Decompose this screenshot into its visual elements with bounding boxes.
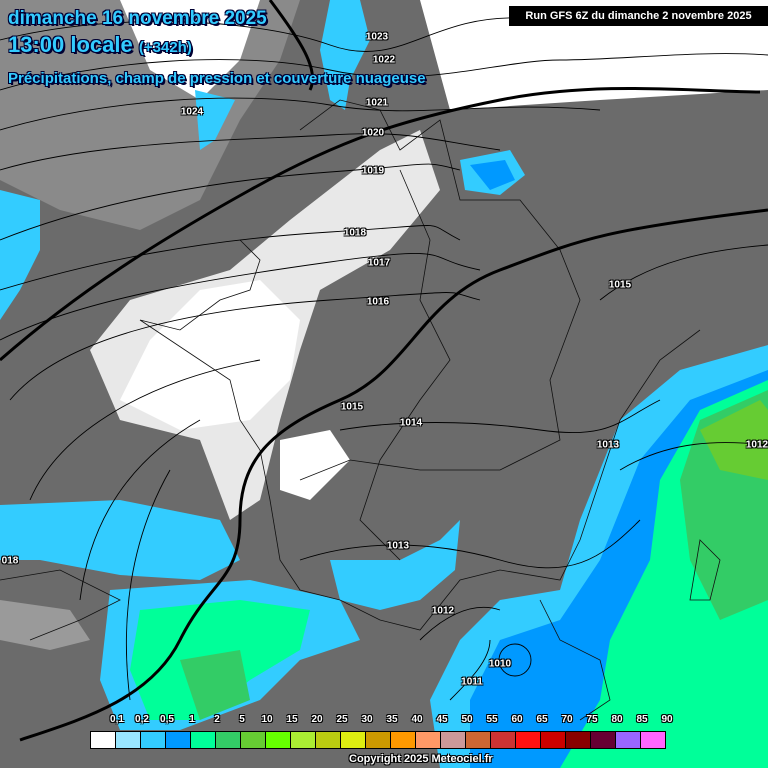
- legend-swatch: [491, 732, 516, 748]
- legend-swatch: [191, 732, 216, 748]
- legend-tick-label: 90: [661, 714, 673, 725]
- legend-tick-label: 30: [361, 714, 373, 725]
- legend-swatch: [416, 732, 441, 748]
- model-run-label: Run GFS 6Z du dimanche 2 novembre 2025: [509, 6, 768, 26]
- legend-tick-label: 85: [636, 714, 648, 725]
- isobar-label: 1014: [399, 417, 423, 429]
- legend-swatch: [291, 732, 316, 748]
- legend-swatch: [591, 732, 616, 748]
- legend-tick-label: 1: [189, 714, 195, 725]
- legend-tick-label: 10: [261, 714, 273, 725]
- legend-tick-label: 70: [561, 714, 573, 725]
- legend-tick-label: 2: [214, 714, 220, 725]
- legend-tick-label: 50: [461, 714, 473, 725]
- legend-tick-label: 25: [336, 714, 348, 725]
- copyright: Copyright 2025 Meteociel.fr: [349, 753, 493, 765]
- isobar-label: 1017: [367, 257, 391, 269]
- legend-tick-label: 35: [386, 714, 398, 725]
- legend-swatch: [516, 732, 541, 748]
- thick-isobars: [0, 0, 768, 742]
- legend-tick-label: 0,5: [160, 714, 174, 725]
- legend-swatch: [566, 732, 591, 748]
- legend-swatch: [541, 732, 566, 748]
- coastlines-borders: [0, 99, 721, 721]
- legend-tick-label: 80: [611, 714, 623, 725]
- isobar-label: 1024: [180, 106, 204, 118]
- legend-tick-label: 20: [311, 714, 323, 725]
- isobar-label: 1011: [461, 676, 483, 688]
- legend-swatch: [266, 732, 291, 748]
- map-subtitle: Précipitations, champ de pression et cou…: [8, 70, 426, 87]
- legend-tick-label: 55: [486, 714, 498, 725]
- legend-swatch: [341, 732, 366, 748]
- legend-tick-label: 0,2: [135, 714, 149, 725]
- legend-swatch: [441, 732, 466, 748]
- forecast-time: 13:00 locale (+342h): [8, 32, 192, 58]
- legend-tick-label: 5: [239, 714, 245, 725]
- isobar-label: 1016: [366, 296, 390, 308]
- legend-swatch: [91, 732, 116, 748]
- legend-swatch: [641, 732, 665, 748]
- isobar-label: 1020: [361, 127, 385, 139]
- isobar-label: 1012: [745, 439, 768, 451]
- legend-tick-label: 75: [586, 714, 598, 725]
- isobar-label: 1013: [386, 540, 410, 552]
- isobar-label: 1018: [343, 227, 367, 239]
- isobar-label: 1023: [365, 31, 389, 43]
- isobar-label: 1015: [340, 401, 364, 413]
- isobar-label: 018: [1, 555, 19, 567]
- isobar-label: 1013: [596, 439, 620, 451]
- local-time: 13:00 locale: [8, 32, 133, 57]
- legend-swatch: [616, 732, 641, 748]
- legend-swatch: [241, 732, 266, 748]
- cloud-cover-gradient: [0, 0, 768, 650]
- isobar-label: 1012: [431, 605, 455, 617]
- legend-tick-label: 60: [511, 714, 523, 725]
- legend-swatch: [166, 732, 191, 748]
- legend-swatch: [316, 732, 341, 748]
- legend-tick-label: 40: [411, 714, 423, 725]
- isobar-label: 1019: [361, 165, 385, 177]
- legend-tick-label: 0,1: [110, 714, 124, 725]
- precipitation-legend: [90, 731, 666, 749]
- legend-tick-label: 45: [436, 714, 448, 725]
- isobar-label: 1021: [365, 97, 389, 109]
- legend-tick-label: 15: [286, 714, 298, 725]
- forecast-date: dimanche 16 novembre 2025: [8, 8, 267, 29]
- legend-labels: 0,1 0,2 0,5 1 2 5 10 15 20 25 30 35 40 45 50 55 60 65 70 75…: [90, 714, 673, 728]
- legend-swatch: [366, 732, 391, 748]
- legend-tick-label: 65: [536, 714, 548, 725]
- legend-swatch: [141, 732, 166, 748]
- legend-swatch: [216, 732, 241, 748]
- isobar-label: 1022: [372, 54, 396, 66]
- legend-swatch: [391, 732, 416, 748]
- isobar-label: 1010: [488, 658, 512, 670]
- lead-time: (+342h): [138, 39, 192, 56]
- legend-swatch: [116, 732, 141, 748]
- isobar-label: 1015: [608, 279, 632, 291]
- legend-swatch: [466, 732, 491, 748]
